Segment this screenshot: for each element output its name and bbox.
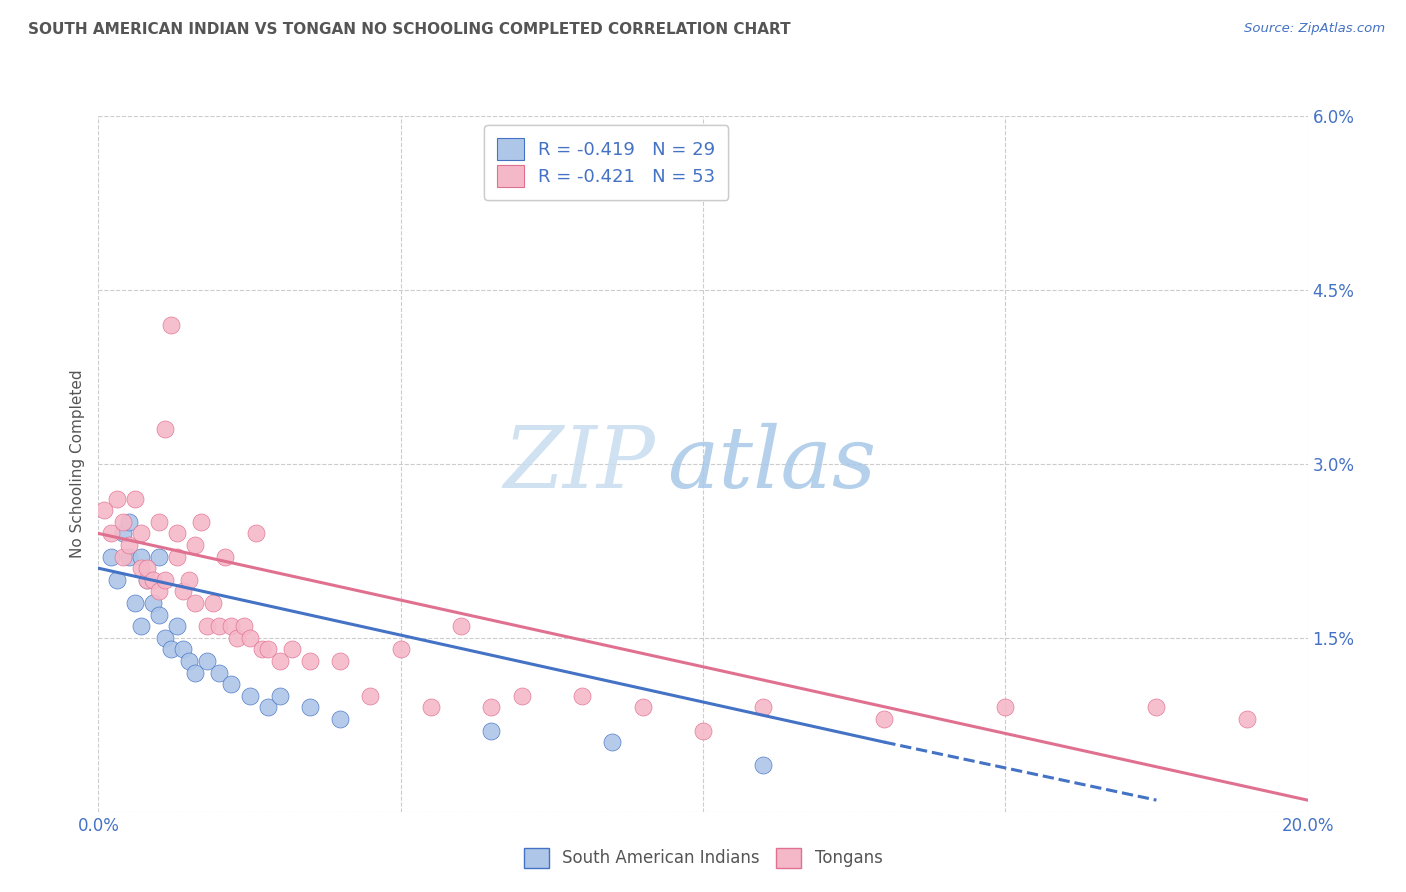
Point: [111, 549, 134, 564]
Point: [142, 596, 165, 610]
Point: [111, 526, 134, 541]
Point: [281, 642, 304, 657]
Point: [510, 689, 533, 703]
Point: [179, 573, 201, 587]
Point: [135, 573, 157, 587]
Point: [129, 549, 152, 564]
Point: [202, 596, 225, 610]
Point: [184, 596, 207, 610]
Legend: South American Indians, Tongans: South American Indians, Tongans: [517, 841, 889, 875]
Point: [602, 735, 624, 749]
Point: [232, 619, 254, 633]
Point: [135, 573, 157, 587]
Point: [299, 700, 322, 714]
Point: [184, 665, 207, 680]
Point: [269, 654, 291, 668]
Text: Source: ZipAtlas.com: Source: ZipAtlas.com: [1244, 22, 1385, 36]
Point: [1236, 712, 1258, 726]
Point: [153, 631, 176, 645]
Point: [481, 700, 503, 714]
Legend: R = -0.419   N = 29, R = -0.421   N = 53: R = -0.419 N = 29, R = -0.421 N = 53: [484, 125, 728, 200]
Point: [195, 619, 218, 633]
Point: [135, 561, 157, 575]
Point: [179, 654, 201, 668]
Point: [166, 549, 188, 564]
Point: [873, 712, 896, 726]
Point: [190, 515, 212, 529]
Point: [450, 619, 472, 633]
Point: [166, 619, 188, 633]
Point: [124, 491, 146, 506]
Point: [221, 677, 243, 691]
Point: [129, 526, 152, 541]
Point: [481, 723, 503, 738]
Point: [214, 549, 236, 564]
Point: [100, 549, 122, 564]
Point: [160, 318, 183, 332]
Point: [208, 665, 231, 680]
Point: [250, 642, 273, 657]
Point: [389, 642, 412, 657]
Point: [172, 642, 194, 657]
Point: [129, 619, 152, 633]
Point: [129, 561, 152, 575]
Point: [148, 515, 170, 529]
Point: [184, 538, 207, 552]
Text: SOUTH AMERICAN INDIAN VS TONGAN NO SCHOOLING COMPLETED CORRELATION CHART: SOUTH AMERICAN INDIAN VS TONGAN NO SCHOO…: [28, 22, 790, 37]
Point: [105, 573, 128, 587]
Point: [195, 654, 218, 668]
Text: ZIP: ZIP: [503, 423, 655, 505]
Point: [752, 700, 775, 714]
Point: [571, 689, 593, 703]
Point: [100, 526, 122, 541]
Point: [118, 549, 141, 564]
Point: [329, 654, 352, 668]
Point: [269, 689, 291, 703]
Point: [631, 700, 654, 714]
Point: [153, 422, 176, 436]
Point: [153, 573, 176, 587]
Text: atlas: atlas: [666, 423, 876, 505]
Point: [172, 584, 194, 599]
Point: [148, 549, 170, 564]
Point: [256, 700, 278, 714]
Point: [160, 642, 183, 657]
Point: [329, 712, 352, 726]
Point: [239, 631, 262, 645]
Point: [166, 526, 188, 541]
Point: [360, 689, 382, 703]
Point: [221, 619, 243, 633]
Point: [208, 619, 231, 633]
Point: [1144, 700, 1167, 714]
Point: [118, 538, 141, 552]
Point: [142, 573, 165, 587]
Point: [420, 700, 443, 714]
Point: [299, 654, 322, 668]
Point: [105, 491, 128, 506]
Point: [245, 526, 267, 541]
Point: [752, 758, 775, 772]
Point: [124, 596, 146, 610]
Point: [118, 515, 141, 529]
Point: [692, 723, 714, 738]
Point: [994, 700, 1017, 714]
Point: [148, 607, 170, 622]
Y-axis label: No Schooling Completed: No Schooling Completed: [70, 369, 86, 558]
Point: [239, 689, 262, 703]
Point: [256, 642, 278, 657]
Point: [226, 631, 249, 645]
Point: [111, 515, 134, 529]
Point: [148, 584, 170, 599]
Point: [93, 503, 115, 517]
